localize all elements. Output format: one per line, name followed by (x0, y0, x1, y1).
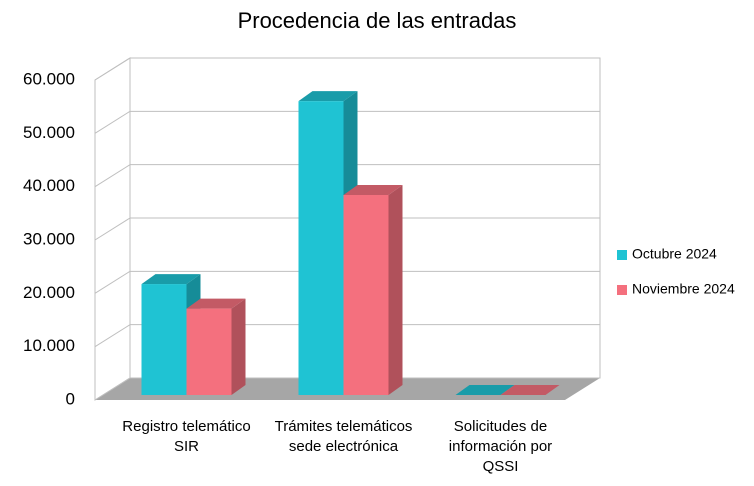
bar-side (388, 185, 403, 395)
bar (298, 101, 344, 395)
grid-line (94, 377, 131, 401)
bar (186, 308, 232, 395)
grid-line (94, 324, 131, 348)
x-tick-label: Solicitudes de información por QSSI (448, 418, 553, 475)
y-tick-label: 30.000 (23, 229, 75, 248)
x-tick-label: Registro telemático SIR (122, 418, 251, 455)
grid-line (94, 57, 131, 81)
bar (141, 284, 187, 395)
grid-line (94, 164, 131, 188)
grid-line (94, 110, 131, 134)
y-tick-label: 40.000 (23, 176, 75, 195)
grid-line (94, 217, 131, 241)
bar-top (455, 385, 515, 395)
grid-line (94, 270, 131, 294)
y-tick-label: 50.000 (23, 123, 75, 142)
y-tick-label: 20.000 (23, 283, 75, 302)
bar-side (231, 298, 246, 395)
y-tick-label: 0 (66, 389, 75, 408)
legend-swatch (617, 250, 627, 260)
legend-label: Noviembre 2024 (632, 281, 735, 297)
legend-swatch (617, 285, 627, 295)
legend-label: Octubre 2024 (632, 246, 717, 262)
bar-top (500, 385, 560, 395)
bar (343, 195, 389, 395)
y-tick-label: 10.000 (23, 336, 75, 355)
x-tick-label: Trámites telemáticos sede electrónica (274, 418, 413, 455)
chart-title: Procedencia de las entradas (238, 8, 517, 33)
bar-top (186, 298, 246, 309)
bar-top (343, 185, 403, 195)
bar-top (298, 91, 358, 102)
y-tick-label: 60.000 (23, 69, 75, 88)
bar-top (141, 274, 201, 285)
